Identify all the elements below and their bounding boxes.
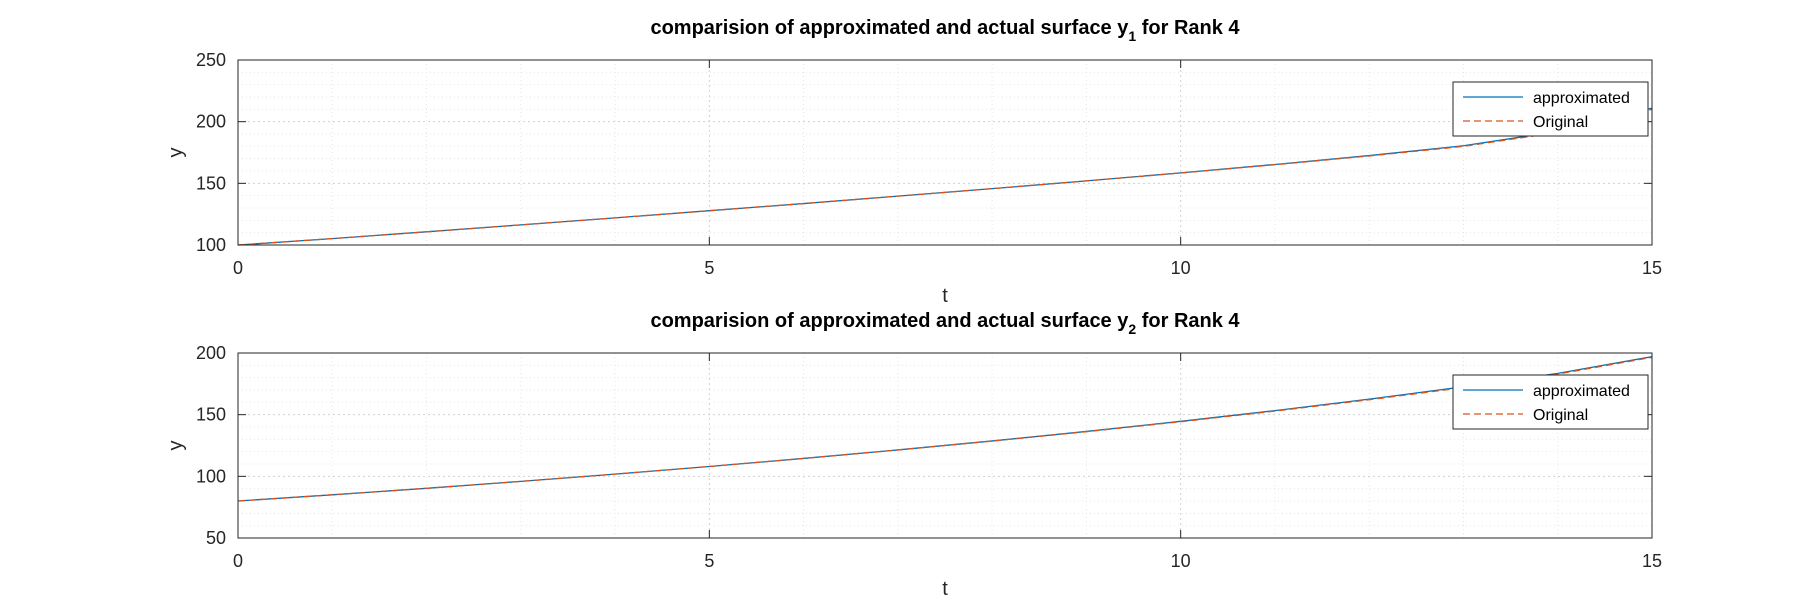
legend: approximated Original: [1452, 81, 1649, 137]
chart-panel-1: 0 5 10 15 100 150 200 250 t y comparision of appro…: [165, 17, 1662, 307]
y-tick-label: 200: [196, 112, 226, 132]
legend-label-original: Original: [1533, 114, 1588, 131]
legend-box: [1452, 81, 1649, 137]
legend-box: [1452, 374, 1649, 430]
x-tick-label: 10: [1171, 258, 1191, 278]
y-tick-label: 50: [206, 528, 226, 548]
y-tick-label: 200: [196, 343, 226, 363]
x-tick-label: 0: [233, 258, 243, 278]
y-axis-label: y: [165, 441, 187, 451]
series-line-original: [237, 108, 1653, 246]
y-tick-label: 150: [196, 405, 226, 425]
y-tick-label: 250: [196, 50, 226, 70]
chart-title-text: comparision of approximated and actual s…: [650, 17, 1129, 39]
chart-title-suffix: for Rank 4: [1136, 17, 1240, 39]
x-axis-label: t: [942, 578, 948, 600]
chart-title: comparision of approximated and actual s…: [650, 310, 1240, 337]
y-tick-label: 100: [196, 466, 226, 486]
x-tick-label: 15: [1642, 258, 1662, 278]
legend-label-original: Original: [1533, 407, 1588, 424]
chart-title-subscript: 1: [1128, 28, 1136, 44]
chart-title-suffix: for Rank 4: [1136, 310, 1240, 332]
series-line-original: [237, 356, 1653, 502]
x-tick-label: 5: [704, 258, 714, 278]
y-tick-label: 150: [196, 173, 226, 193]
x-tick-label: 15: [1642, 551, 1662, 571]
legend-label-approximated: approximated: [1533, 90, 1630, 107]
y-tick-label: 100: [196, 235, 226, 255]
y-axis-label: y: [165, 148, 187, 158]
chart-title-text: comparision of approximated and actual s…: [650, 310, 1129, 332]
legend: approximated Original: [1452, 374, 1649, 430]
chart-title: comparision of approximated and actual s…: [650, 17, 1240, 44]
legend-label-approximated: approximated: [1533, 383, 1630, 400]
x-tick-label: 0: [233, 551, 243, 571]
x-axis-label: t: [942, 285, 948, 307]
axes-box: [237, 352, 1653, 539]
x-tick-label: 5: [704, 551, 714, 571]
plot-area: [238, 60, 1652, 245]
axes-box: [237, 59, 1653, 246]
x-tick-label: 10: [1171, 551, 1191, 571]
chart-title-subscript: 2: [1128, 321, 1136, 337]
chart-panel-2: 0 5 10 15 50 100 150 200 t y comparision of approx…: [165, 310, 1662, 600]
